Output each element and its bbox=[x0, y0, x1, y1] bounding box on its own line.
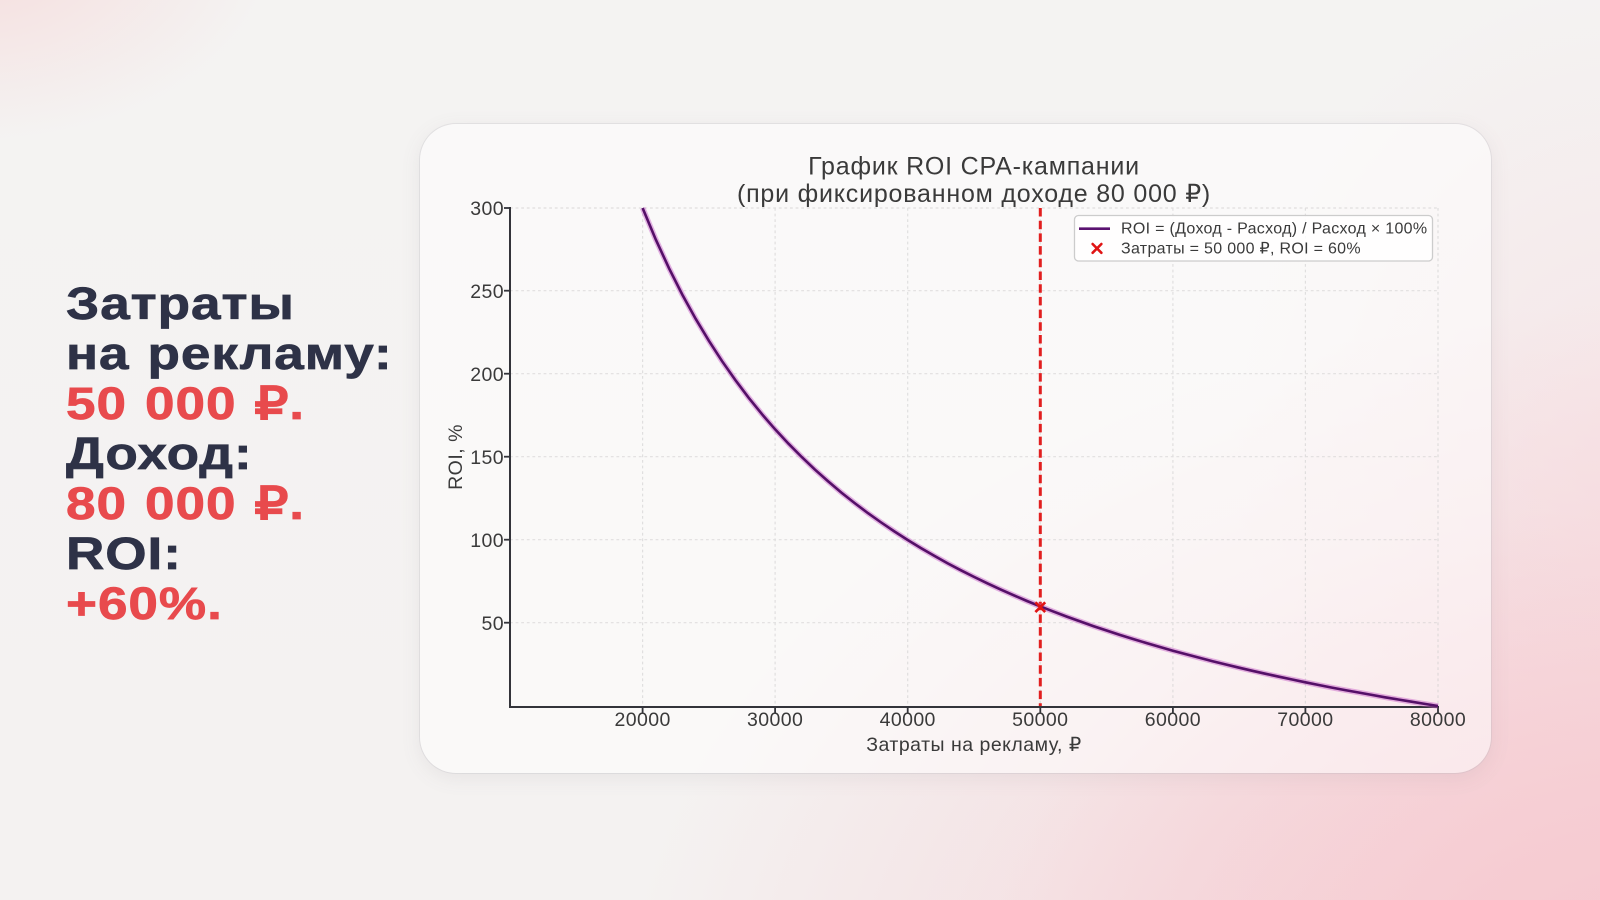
svg-text:70000: 70000 bbox=[1277, 709, 1333, 731]
svg-text:150: 150 bbox=[470, 447, 504, 469]
svg-text:Затраты = 50 000 ₽, ROI = 60%: Затраты = 50 000 ₽, ROI = 60% bbox=[1121, 241, 1361, 258]
svg-text:50: 50 bbox=[482, 613, 505, 635]
svg-text:300: 300 bbox=[470, 198, 504, 220]
svg-text:100: 100 bbox=[470, 530, 504, 552]
svg-text:20000: 20000 bbox=[614, 709, 670, 731]
svg-text:50000: 50000 bbox=[1012, 709, 1068, 731]
svg-text:Затраты на рекламу, ₽: Затраты на рекламу, ₽ bbox=[866, 734, 1082, 756]
svg-text:График ROI CPA-кампании: График ROI CPA-кампании bbox=[808, 153, 1140, 181]
svg-text:250: 250 bbox=[470, 281, 504, 303]
svg-text:(при фиксированном доходе 80 0: (при фиксированном доходе 80 000 ₽) bbox=[737, 180, 1211, 208]
svg-text:60000: 60000 bbox=[1145, 709, 1201, 731]
svg-text:40000: 40000 bbox=[880, 709, 936, 731]
svg-text:30000: 30000 bbox=[747, 709, 803, 731]
svg-text:80000: 80000 bbox=[1410, 709, 1466, 731]
svg-text:ROI = (Доход - Расход) / Расхо: ROI = (Доход - Расход) / Расход × 100% bbox=[1121, 221, 1427, 238]
svg-text:ROI, %: ROI, % bbox=[445, 424, 467, 490]
svg-text:200: 200 bbox=[470, 364, 504, 386]
